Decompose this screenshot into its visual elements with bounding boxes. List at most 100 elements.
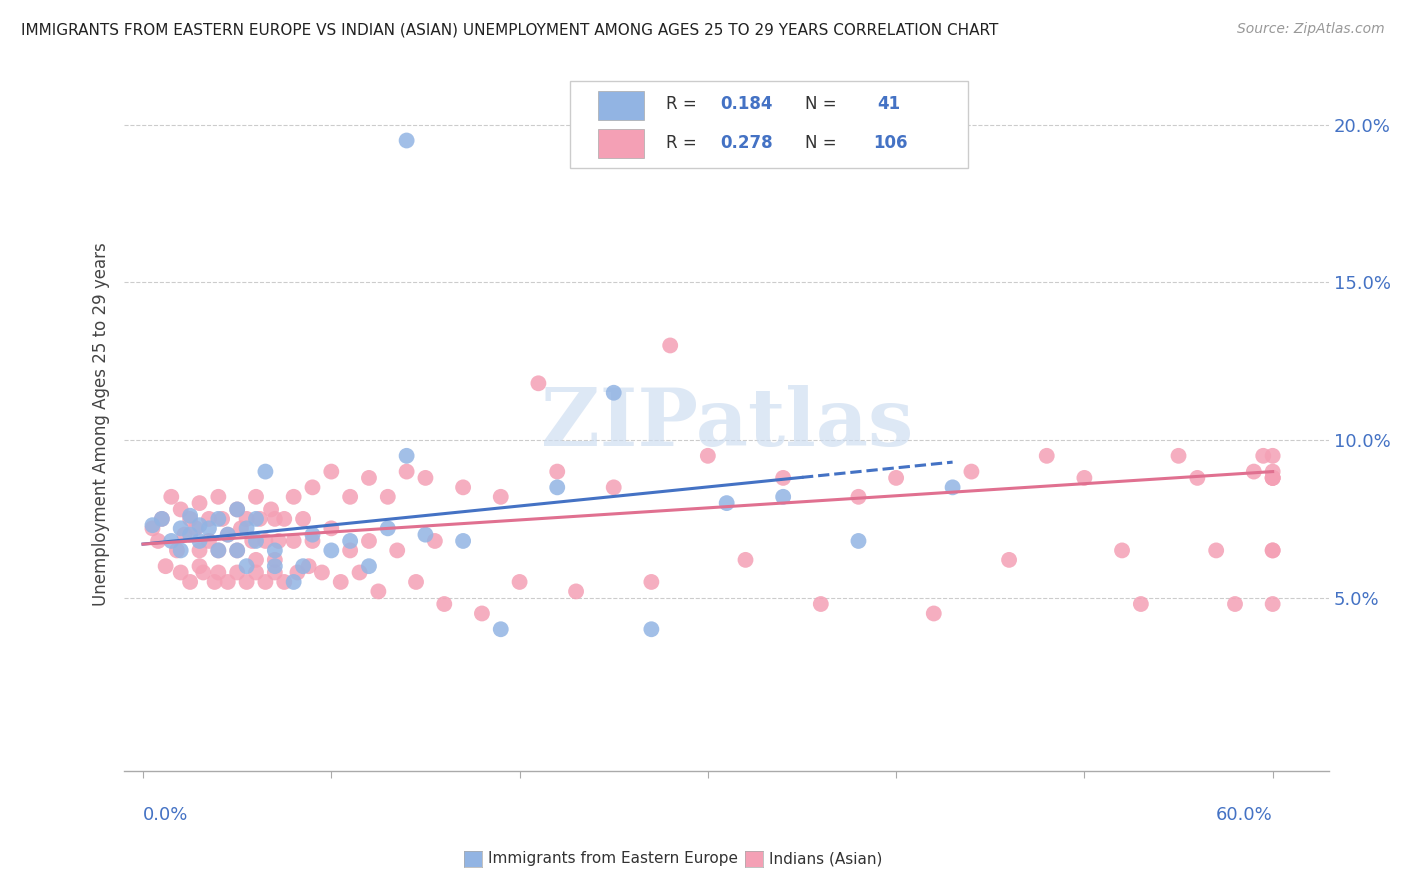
Text: IMMIGRANTS FROM EASTERN EUROPE VS INDIAN (ASIAN) UNEMPLOYMENT AMONG AGES 25 TO 2: IMMIGRANTS FROM EASTERN EUROPE VS INDIAN… [21, 22, 998, 37]
Point [1251, 449, 1274, 463]
Point [922, 607, 945, 621]
Point [217, 527, 239, 541]
Point [321, 543, 343, 558]
Point [287, 566, 309, 580]
FancyBboxPatch shape [598, 128, 644, 158]
Point [395, 465, 418, 479]
Point [321, 465, 343, 479]
Point [179, 512, 201, 526]
Point [311, 566, 333, 580]
Point [546, 465, 568, 479]
Point [716, 496, 738, 510]
Point [179, 508, 201, 523]
Point [377, 490, 399, 504]
Point [263, 559, 285, 574]
Point [173, 527, 195, 541]
Point [387, 543, 409, 558]
Point [1261, 597, 1284, 611]
Point [377, 521, 399, 535]
Point [415, 527, 437, 541]
Point [198, 533, 221, 548]
Point [349, 566, 371, 580]
Point [415, 471, 437, 485]
Text: R =: R = [666, 95, 703, 112]
Point [292, 512, 315, 526]
Text: Immigrants from Eastern Europe: Immigrants from Eastern Europe [488, 852, 738, 866]
Point [198, 521, 221, 535]
Point [263, 543, 285, 558]
Point [226, 543, 249, 558]
Point [527, 376, 550, 391]
Text: R =: R = [666, 134, 703, 152]
Point [283, 574, 305, 589]
Point [260, 502, 283, 516]
Point [1261, 471, 1284, 485]
Point [245, 512, 267, 526]
Point [141, 521, 163, 535]
Point [204, 574, 226, 589]
Point [188, 543, 211, 558]
Point [509, 574, 531, 589]
Point [1261, 449, 1284, 463]
Point [367, 584, 389, 599]
Point [188, 496, 211, 510]
Point [1111, 543, 1133, 558]
Point [263, 566, 285, 580]
Point [884, 471, 907, 485]
Point [451, 480, 474, 494]
Point [301, 533, 323, 548]
Point [245, 533, 267, 548]
Point [188, 518, 211, 533]
Point [150, 512, 173, 526]
Point [1129, 597, 1152, 611]
Point [339, 543, 361, 558]
Point [298, 559, 321, 574]
Point [998, 553, 1021, 567]
Point [1167, 449, 1189, 463]
Point [141, 518, 163, 533]
Point [405, 574, 427, 589]
Point [155, 559, 177, 574]
Point [245, 553, 267, 567]
Point [1223, 597, 1246, 611]
Point [659, 338, 682, 352]
Point [1261, 465, 1284, 479]
FancyBboxPatch shape [598, 91, 644, 120]
Point [1035, 449, 1057, 463]
Point [235, 574, 257, 589]
Point [273, 574, 295, 589]
Text: 0.0%: 0.0% [143, 805, 188, 824]
Point [217, 527, 239, 541]
Point [188, 559, 211, 574]
Point [207, 512, 229, 526]
Point [602, 480, 624, 494]
Point [263, 553, 285, 567]
Point [1261, 471, 1284, 485]
Point [207, 543, 229, 558]
Point [179, 527, 201, 541]
Point [451, 533, 474, 548]
Point [226, 543, 249, 558]
Point [229, 521, 252, 535]
Point [772, 471, 794, 485]
Point [188, 533, 211, 548]
Point [357, 559, 380, 574]
Point [546, 480, 568, 494]
Point [170, 502, 193, 516]
Point [179, 574, 201, 589]
Point [217, 574, 239, 589]
FancyBboxPatch shape [569, 81, 967, 168]
Point [339, 490, 361, 504]
Point [292, 559, 315, 574]
Point [602, 385, 624, 400]
Point [321, 521, 343, 535]
Point [254, 574, 277, 589]
Point [329, 574, 352, 589]
Point [207, 490, 229, 504]
Point [235, 559, 257, 574]
Point [810, 597, 832, 611]
Point [489, 490, 512, 504]
Text: Indians (Asian): Indians (Asian) [769, 852, 883, 866]
Point [170, 521, 193, 535]
Point [848, 533, 870, 548]
